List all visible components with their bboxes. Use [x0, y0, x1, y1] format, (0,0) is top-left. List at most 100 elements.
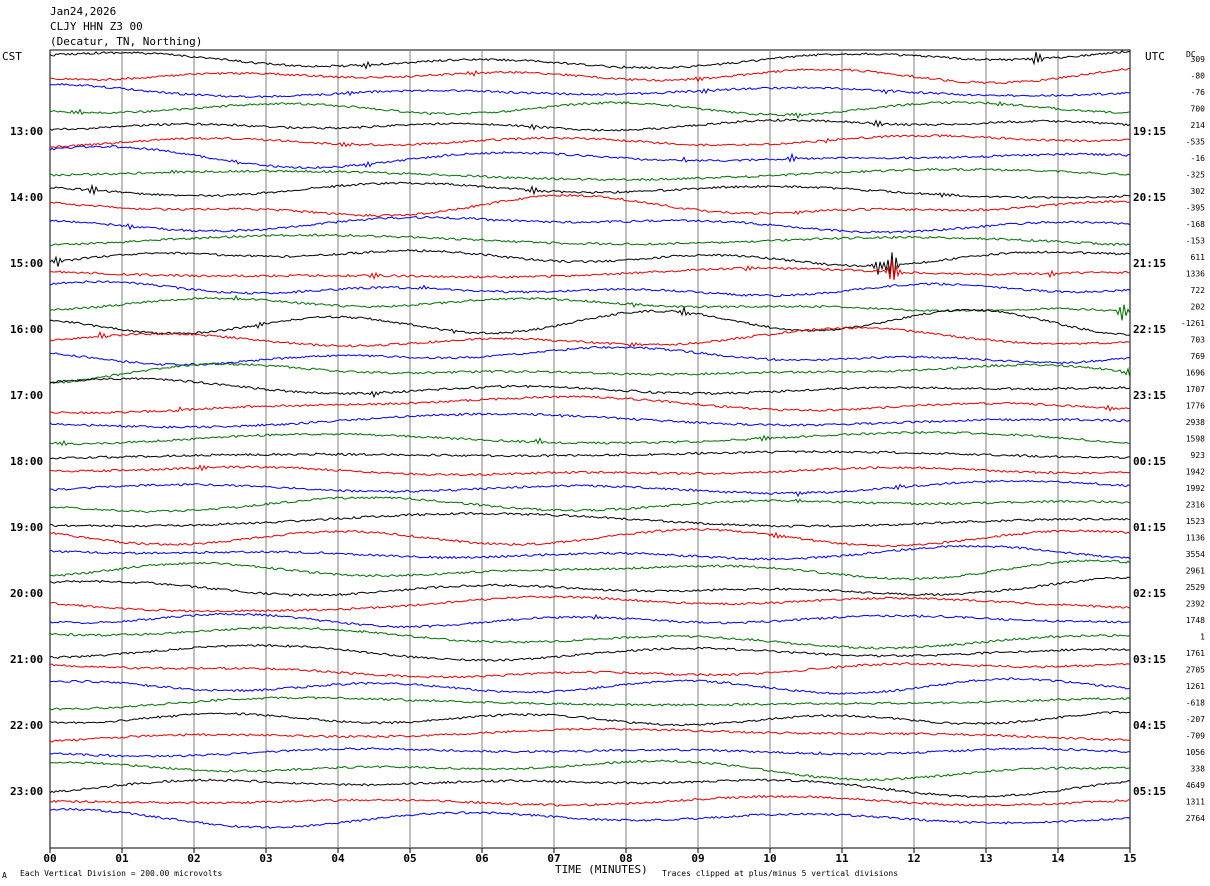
cst-hour-label: 18:00: [10, 455, 43, 468]
trace-40: [49, 710, 1131, 727]
dc-offset-label: 1748: [1186, 616, 1205, 625]
dc-offset-label: 1336: [1186, 270, 1205, 279]
utc-hour-label: 20:15: [1133, 191, 1166, 204]
trace-0: [49, 50, 1131, 70]
dc-offset-label: 309: [1191, 55, 1206, 64]
dc-offset-label: -207: [1186, 715, 1205, 724]
dc-offset-label: 1776: [1186, 402, 1205, 411]
dc-offset-label: -168: [1186, 220, 1205, 229]
trace-5: [49, 134, 1131, 149]
dc-offset-label: 1696: [1186, 369, 1205, 378]
utc-hour-label: 19:15: [1133, 125, 1166, 138]
scale-note: Each Vertical Division = 200.00 microvol…: [20, 869, 222, 878]
dc-offset-label: 202: [1191, 303, 1206, 312]
cst-hour-label: 15:00: [10, 257, 43, 270]
trace-39: [49, 696, 1131, 711]
dc-offset-label: 1707: [1186, 385, 1205, 394]
cst-hour-label: 14:00: [10, 191, 43, 204]
dc-offset-label: 4649: [1186, 781, 1205, 790]
dc-offset-label: 3554: [1186, 550, 1205, 559]
trace-6: [49, 145, 1131, 169]
trace-32: [49, 576, 1131, 597]
trace-31: [49, 559, 1131, 581]
trace-12: [49, 249, 1131, 280]
dc-offset-label: 2316: [1186, 501, 1205, 510]
cst-hour-label: 23:00: [10, 785, 43, 798]
dc-offset-label: 302: [1191, 187, 1206, 196]
x-tick-label: 15: [1123, 852, 1136, 865]
cst-hour-label: 17:00: [10, 389, 43, 402]
x-axis-ticks: 00 01 02 03 04 05 06 07 08 09 10 11 12 13 14 15: [43, 848, 1137, 865]
dc-offset-label: 1992: [1186, 484, 1205, 493]
x-tick-label: 10: [763, 852, 776, 865]
dc-offset-label: -1261: [1181, 319, 1205, 328]
dc-offset-label: -16: [1191, 154, 1206, 163]
trace-1: [49, 67, 1131, 85]
trace-28: [49, 511, 1131, 528]
utc-hour-label: 05:15: [1133, 785, 1166, 798]
dc-offset-label: 1261: [1186, 682, 1205, 691]
x-tick-label: 04: [331, 852, 345, 865]
trace-22: [49, 412, 1131, 429]
dc-offset-label: 722: [1191, 286, 1206, 295]
x-tick-label: 11: [835, 852, 849, 865]
dc-offset-label: 1136: [1186, 534, 1205, 543]
trace-13: [49, 259, 1131, 281]
trace-15: [49, 294, 1131, 321]
x-tick-label: 03: [259, 852, 272, 865]
trace-36: [49, 643, 1131, 662]
x-tick-label: 13: [979, 852, 992, 865]
dc-offset-label: 2938: [1186, 418, 1205, 427]
cst-hour-label: 13:00: [10, 125, 43, 138]
utc-hour-label: 23:15: [1133, 389, 1166, 402]
dc-offset-label: -76: [1191, 88, 1206, 97]
cst-hour-label: 16:00: [10, 323, 43, 336]
utc-hour-label: 03:15: [1133, 653, 1166, 666]
trace-2: [49, 82, 1131, 99]
trace-19: [49, 362, 1131, 384]
x-axis-title: TIME (MINUTES): [555, 863, 648, 876]
dc-offset-label: 2705: [1186, 666, 1205, 675]
trace-20: [49, 377, 1131, 399]
dc-offset-label: 700: [1191, 105, 1206, 114]
clip-note: Traces clipped at plus/minus 5 vertical …: [662, 869, 898, 878]
trace-10: [49, 215, 1131, 234]
dc-offset-label: -153: [1186, 237, 1205, 246]
trace-26: [50, 479, 1131, 498]
utc-hour-label: 21:15: [1133, 257, 1166, 270]
dc-offset-label: 214: [1191, 121, 1206, 130]
dc-offset-label: 2392: [1186, 600, 1205, 609]
trace-4: [49, 118, 1131, 132]
station-code: CLJY HHN Z3 00: [50, 20, 143, 33]
trace-25: [49, 464, 1131, 476]
x-tick-label: 09: [691, 852, 704, 865]
trace-16: [49, 305, 1131, 336]
dc-offset-label: -80: [1191, 72, 1206, 81]
utc-hour-label: 00:15: [1133, 455, 1166, 468]
dc-offset-label: 611: [1191, 253, 1206, 262]
dc-offset-label: 1523: [1186, 517, 1205, 526]
dc-offset-label: 703: [1191, 336, 1206, 345]
dc-offset-label: 338: [1191, 765, 1206, 774]
x-tick-label: 01: [115, 852, 129, 865]
x-tick-label: 02: [187, 852, 200, 865]
trace-17: [49, 326, 1131, 348]
trace-30: [49, 544, 1131, 561]
trace-18: [49, 345, 1131, 367]
trace-45: [49, 794, 1131, 807]
dc-offset-label: -618: [1186, 699, 1205, 708]
dc-offset-label: 2764: [1186, 814, 1205, 823]
trace-29: [49, 527, 1131, 548]
dc-offset-label: 1: [1200, 633, 1205, 642]
trace-33: [49, 595, 1131, 613]
utc-hour-label: 01:15: [1133, 521, 1166, 534]
dc-offset-label: 1598: [1186, 435, 1205, 444]
utc-hour-label: 22:15: [1133, 323, 1166, 336]
trace-42: [49, 747, 1131, 758]
dc-offset-label: 923: [1191, 451, 1206, 460]
cst-hour-labels: 13:00 14:00 15:00 16:00 17:00 18:00 19:00 20:00…: [10, 125, 43, 798]
dc-offset-label: -395: [1186, 204, 1205, 213]
trace-41: [49, 727, 1131, 743]
cst-hour-label: 22:00: [10, 719, 43, 732]
